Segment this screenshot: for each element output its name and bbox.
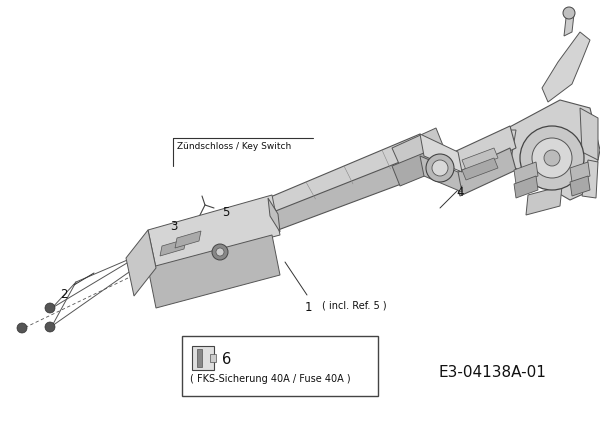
Polygon shape bbox=[580, 108, 598, 160]
Polygon shape bbox=[268, 134, 428, 214]
Polygon shape bbox=[514, 162, 538, 184]
Polygon shape bbox=[210, 354, 216, 362]
Polygon shape bbox=[126, 230, 156, 296]
Polygon shape bbox=[564, 14, 574, 36]
Polygon shape bbox=[454, 126, 516, 174]
Polygon shape bbox=[496, 130, 516, 166]
Circle shape bbox=[544, 150, 560, 166]
Text: 2: 2 bbox=[60, 288, 67, 301]
Circle shape bbox=[520, 126, 584, 190]
Polygon shape bbox=[160, 239, 186, 256]
Polygon shape bbox=[570, 162, 590, 182]
Polygon shape bbox=[268, 154, 428, 230]
Polygon shape bbox=[268, 198, 280, 232]
Text: 3: 3 bbox=[170, 220, 178, 232]
Polygon shape bbox=[454, 148, 516, 196]
Circle shape bbox=[17, 323, 27, 333]
Polygon shape bbox=[504, 100, 600, 200]
Polygon shape bbox=[392, 148, 444, 186]
Polygon shape bbox=[192, 346, 214, 370]
Text: ( incl. Ref. 5 ): ( incl. Ref. 5 ) bbox=[322, 301, 386, 311]
Polygon shape bbox=[514, 176, 538, 198]
Polygon shape bbox=[462, 158, 498, 180]
Polygon shape bbox=[526, 186, 562, 215]
Polygon shape bbox=[148, 235, 280, 308]
Circle shape bbox=[432, 160, 448, 176]
Circle shape bbox=[45, 322, 55, 332]
Text: 5: 5 bbox=[222, 206, 229, 218]
Polygon shape bbox=[175, 231, 201, 248]
Circle shape bbox=[212, 244, 228, 260]
Circle shape bbox=[532, 138, 572, 178]
Text: E3-04138A-01: E3-04138A-01 bbox=[438, 365, 546, 379]
Circle shape bbox=[216, 248, 224, 256]
Bar bbox=[182, 336, 378, 396]
Polygon shape bbox=[582, 160, 598, 198]
Text: Zündschloss / Key Switch: Zündschloss / Key Switch bbox=[177, 142, 291, 151]
Circle shape bbox=[45, 303, 55, 313]
Circle shape bbox=[563, 7, 575, 19]
Polygon shape bbox=[197, 349, 202, 367]
Polygon shape bbox=[148, 195, 280, 268]
Polygon shape bbox=[420, 134, 462, 172]
Polygon shape bbox=[542, 32, 590, 102]
Polygon shape bbox=[420, 156, 462, 192]
Polygon shape bbox=[392, 128, 444, 166]
Circle shape bbox=[426, 154, 454, 182]
Text: 4: 4 bbox=[456, 186, 464, 198]
Polygon shape bbox=[462, 148, 498, 170]
Text: 1: 1 bbox=[305, 301, 313, 314]
Text: 6: 6 bbox=[222, 352, 231, 367]
Polygon shape bbox=[570, 176, 590, 196]
Text: ( FKS-Sicherung 40A / Fuse 40A ): ( FKS-Sicherung 40A / Fuse 40A ) bbox=[190, 374, 350, 384]
